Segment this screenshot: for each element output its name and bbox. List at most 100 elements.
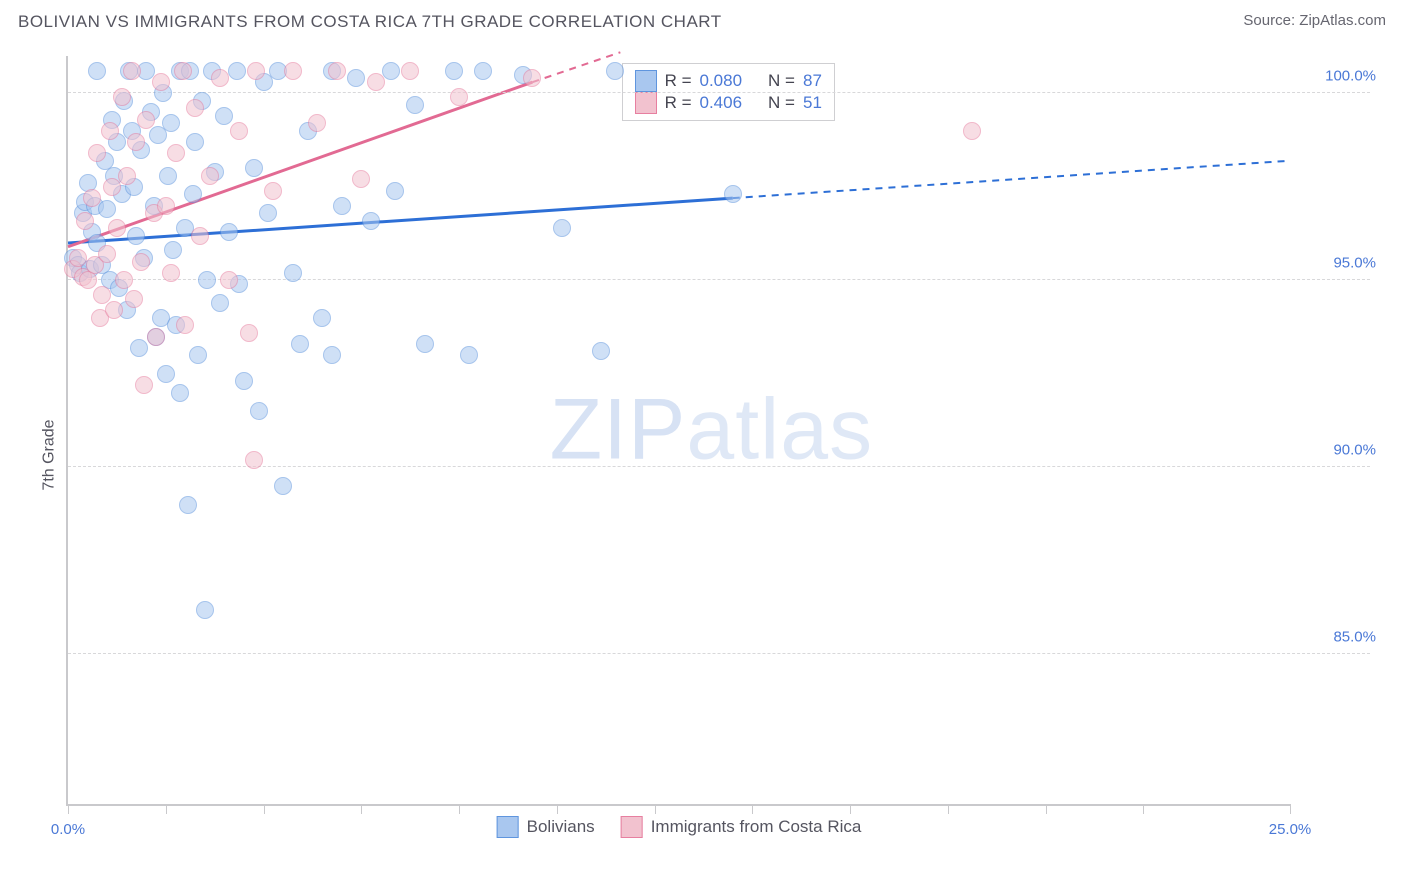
- data-point: [328, 62, 346, 80]
- data-point: [523, 69, 541, 87]
- data-point: [196, 601, 214, 619]
- data-point: [352, 170, 370, 188]
- data-point: [215, 107, 233, 125]
- data-point: [724, 185, 742, 203]
- data-point: [445, 62, 463, 80]
- data-point: [592, 342, 610, 360]
- data-point: [189, 346, 207, 364]
- data-point: [333, 197, 351, 215]
- data-point: [113, 88, 131, 106]
- legend-swatch: [621, 816, 643, 838]
- data-point: [88, 144, 106, 162]
- y-tick-label: 95.0%: [1333, 255, 1376, 272]
- data-point: [125, 290, 143, 308]
- data-point: [220, 271, 238, 289]
- series-swatch: [635, 92, 657, 114]
- data-point: [313, 309, 331, 327]
- data-point: [323, 346, 341, 364]
- data-point: [88, 62, 106, 80]
- data-point: [211, 69, 229, 87]
- data-point: [83, 189, 101, 207]
- data-point: [247, 62, 265, 80]
- data-point: [284, 264, 302, 282]
- data-point: [162, 264, 180, 282]
- data-point: [406, 96, 424, 114]
- data-point: [191, 227, 209, 245]
- data-point: [157, 197, 175, 215]
- data-point: [230, 122, 248, 140]
- data-point: [291, 335, 309, 353]
- data-point: [250, 402, 268, 420]
- n-value: 51: [803, 93, 822, 113]
- data-point: [105, 301, 123, 319]
- data-point: [98, 200, 116, 218]
- data-point: [101, 122, 119, 140]
- x-tick: [361, 804, 362, 814]
- data-point: [179, 496, 197, 514]
- data-point: [147, 328, 165, 346]
- n-label: N =: [768, 93, 795, 113]
- r-label: R =: [665, 71, 692, 91]
- data-point: [108, 219, 126, 237]
- data-point: [228, 62, 246, 80]
- data-point: [450, 88, 468, 106]
- data-point: [416, 335, 434, 353]
- data-point: [69, 249, 87, 267]
- data-point: [386, 182, 404, 200]
- data-point: [127, 227, 145, 245]
- legend-swatch: [497, 816, 519, 838]
- data-point: [132, 253, 150, 271]
- x-tick-label: 0.0%: [51, 821, 85, 838]
- x-tick: [68, 804, 69, 814]
- data-point: [198, 271, 216, 289]
- source-label: Source:: [1243, 12, 1299, 29]
- data-point: [401, 62, 419, 80]
- data-point: [308, 114, 326, 132]
- x-tick: [1290, 804, 1291, 814]
- n-value: 87: [803, 71, 822, 91]
- x-tick: [459, 804, 460, 814]
- data-point: [174, 62, 192, 80]
- stats-row: R =0.080N =87: [635, 70, 822, 92]
- data-point: [367, 73, 385, 91]
- watermark-thin: atlas: [686, 382, 873, 478]
- series-swatch: [635, 70, 657, 92]
- data-point: [118, 167, 136, 185]
- x-tick: [264, 804, 265, 814]
- gridline: [68, 653, 1370, 654]
- data-point: [186, 133, 204, 151]
- data-point: [245, 159, 263, 177]
- data-point: [162, 114, 180, 132]
- legend-label: Immigrants from Costa Rica: [651, 817, 862, 837]
- data-point: [474, 62, 492, 80]
- data-point: [115, 271, 133, 289]
- data-point: [176, 316, 194, 334]
- data-point: [130, 339, 148, 357]
- x-tick: [1143, 804, 1144, 814]
- x-tick: [948, 804, 949, 814]
- data-point: [93, 286, 111, 304]
- data-point: [159, 167, 177, 185]
- x-tick-label: 25.0%: [1269, 821, 1312, 838]
- data-point: [167, 144, 185, 162]
- chart-header: BOLIVIAN VS IMMIGRANTS FROM COSTA RICA 7…: [0, 0, 1406, 38]
- data-point: [235, 372, 253, 390]
- source-credit: Source: ZipAtlas.com: [1243, 12, 1386, 29]
- watermark: ZIPatlas: [550, 381, 873, 480]
- data-point: [157, 365, 175, 383]
- data-point: [245, 451, 263, 469]
- data-point: [284, 62, 302, 80]
- data-point: [362, 212, 380, 230]
- data-point: [137, 111, 155, 129]
- data-point: [211, 294, 229, 312]
- data-point: [460, 346, 478, 364]
- r-value: 0.406: [700, 93, 743, 113]
- data-point: [171, 384, 189, 402]
- y-tick-label: 90.0%: [1333, 442, 1376, 459]
- data-point: [553, 219, 571, 237]
- stats-row: R =0.406N =51: [635, 92, 822, 114]
- data-point: [152, 73, 170, 91]
- data-point: [220, 223, 238, 241]
- y-tick-label: 100.0%: [1325, 68, 1376, 85]
- watermark-bold: ZIP: [550, 382, 687, 478]
